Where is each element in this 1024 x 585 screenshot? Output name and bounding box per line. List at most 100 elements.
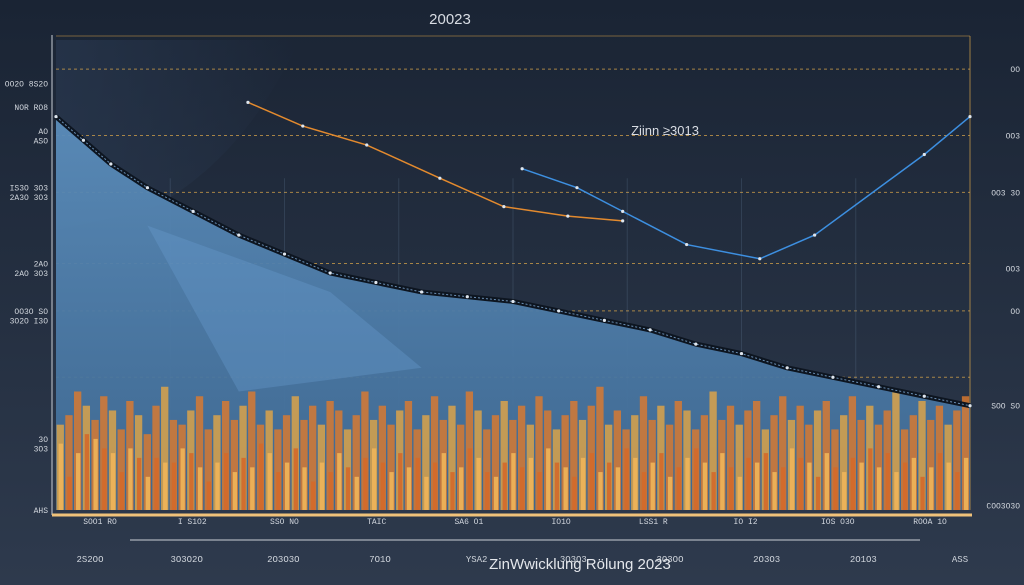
y-tick-label-left: 3O2O I3O xyxy=(10,317,49,326)
data-point xyxy=(109,162,113,166)
bar-upper xyxy=(387,424,395,510)
data-point xyxy=(374,280,378,285)
bar-upper xyxy=(726,405,735,510)
y-tick-label-left: OO3O SO xyxy=(14,308,48,317)
bar-upper xyxy=(361,391,369,510)
bar-lower xyxy=(519,467,525,510)
data-point xyxy=(557,309,561,313)
bar-lower xyxy=(589,453,594,510)
y-tick-label-right: OO3 xyxy=(1006,265,1021,274)
data-point xyxy=(621,209,625,213)
bar-lower xyxy=(842,472,847,510)
bar-lower xyxy=(319,462,325,510)
bar-lower xyxy=(450,472,455,510)
data-point xyxy=(968,404,972,408)
bar-upper xyxy=(517,405,526,510)
bar-lower xyxy=(406,467,412,510)
bar-lower xyxy=(502,462,507,510)
y-tick-label-right: OO3 xyxy=(1006,133,1021,142)
bar-lower xyxy=(607,462,612,510)
bar-lower xyxy=(868,448,873,510)
data-point xyxy=(575,186,579,190)
data-point xyxy=(301,124,305,128)
bar-upper xyxy=(840,415,848,510)
bar-upper xyxy=(596,386,604,510)
bar-upper xyxy=(161,386,169,510)
bar-lower xyxy=(415,457,420,510)
y-tick-label-right: COO3O3O xyxy=(986,502,1020,511)
bar-lower xyxy=(189,453,194,510)
bar-lower xyxy=(876,467,882,510)
bar-lower xyxy=(145,476,151,510)
bar-lower xyxy=(102,448,107,510)
bar-upper xyxy=(74,391,82,510)
bar-upper xyxy=(918,400,926,510)
bar-lower xyxy=(615,467,621,510)
bar-lower xyxy=(694,448,699,510)
bar-lower xyxy=(276,472,281,510)
data-point xyxy=(602,318,607,322)
bar-lower xyxy=(920,476,925,510)
bar-upper xyxy=(483,429,491,510)
y-tick-label-left: IS3O 3O3 xyxy=(10,185,49,194)
x-tick-label: 2O3O3 xyxy=(753,555,780,565)
bar-lower xyxy=(885,453,890,510)
y-tick-label-left: 3O xyxy=(38,436,48,445)
data-point xyxy=(685,242,689,247)
y-tick-label-right: OO3 3O xyxy=(991,189,1020,198)
bar-lower xyxy=(667,476,673,510)
bar-lower xyxy=(467,448,473,510)
bar-lower xyxy=(781,467,786,510)
bar-upper xyxy=(248,391,256,510)
bar-lower xyxy=(250,467,255,510)
x-minor-tick-label: SA6 O1 xyxy=(454,518,483,527)
data-point xyxy=(648,328,652,332)
bar-upper xyxy=(709,391,717,510)
bar-lower xyxy=(345,467,351,510)
bar-lower xyxy=(58,443,63,510)
bar-lower xyxy=(894,472,899,510)
bar-lower xyxy=(476,457,481,510)
bar-lower xyxy=(624,448,629,510)
bar-upper xyxy=(813,410,822,510)
bar-lower xyxy=(93,438,98,510)
bar-lower xyxy=(119,472,124,510)
y-tick-label-left: 2A3O 3O3 xyxy=(10,194,49,203)
bar-lower xyxy=(720,453,725,510)
bar-upper xyxy=(404,400,413,510)
bar-upper xyxy=(848,396,857,510)
x-tick-label: 3O3O2O xyxy=(170,555,202,565)
bar-upper xyxy=(639,396,648,510)
bar-lower xyxy=(929,467,934,510)
bar-lower xyxy=(284,462,290,510)
bar-lower xyxy=(772,472,777,510)
bar-upper xyxy=(961,396,970,510)
bar-lower xyxy=(389,472,394,510)
bar-lower xyxy=(937,453,943,510)
data-point xyxy=(420,290,424,294)
data-point xyxy=(438,176,442,180)
series-main-dots xyxy=(55,116,971,407)
bar-upper xyxy=(613,410,622,510)
x-minor-tick-label: ROOA 1O xyxy=(913,518,947,527)
bar-upper xyxy=(535,396,543,510)
bar-lower xyxy=(258,443,264,510)
bar-lower xyxy=(641,472,647,510)
bar-upper xyxy=(430,396,439,510)
bar-lower xyxy=(563,467,568,510)
bar-lower xyxy=(354,476,359,510)
y-tick-label-right: OO xyxy=(1010,308,1020,317)
y-tick-label-left: 2AO xyxy=(34,261,49,270)
bar-upper xyxy=(378,405,386,510)
data-point xyxy=(566,214,570,218)
data-point xyxy=(54,114,58,119)
bar-lower xyxy=(485,472,490,510)
x-minor-tick-label: IO I2 xyxy=(734,518,758,527)
bar-lower xyxy=(850,457,856,510)
bar-lower xyxy=(441,453,446,510)
bar-lower xyxy=(215,462,220,510)
bar-lower xyxy=(902,462,908,510)
bar-lower xyxy=(728,467,734,510)
bar-lower xyxy=(754,462,760,510)
